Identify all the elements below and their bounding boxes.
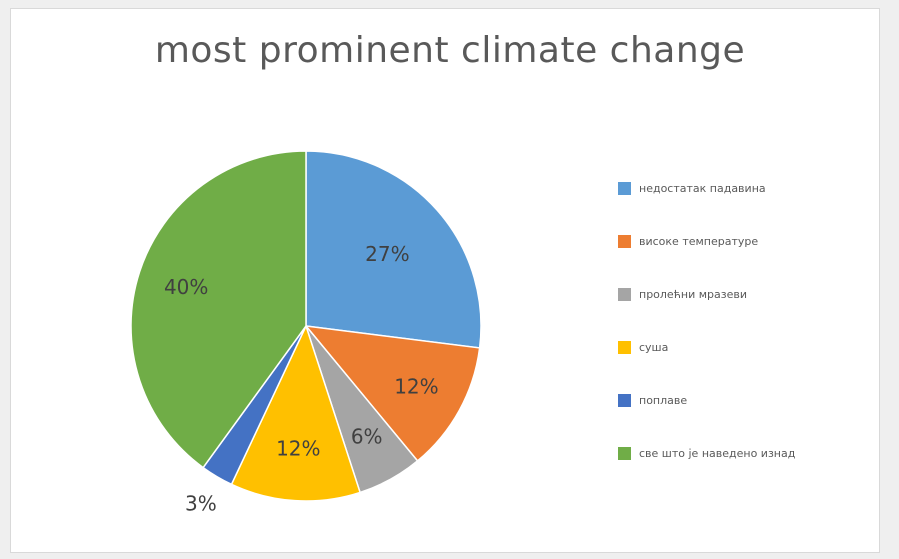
- legend-item-6: све што је наведено изнад: [618, 443, 795, 463]
- data-label-6: 40%: [164, 275, 208, 299]
- legend-item-3: пролећни мразеви: [618, 284, 747, 304]
- data-label-2: 12%: [394, 375, 438, 399]
- legend-item-4: суша: [618, 337, 668, 357]
- pie-slice-2[interactable]: [304, 325, 481, 462]
- legend-swatch: [618, 234, 631, 248]
- pie-slice-4[interactable]: [230, 323, 362, 502]
- legend-label: све што је наведено изнад: [639, 446, 796, 460]
- data-label-1: 27%: [365, 242, 409, 266]
- legend-label: пролећни мразеви: [639, 287, 747, 301]
- legend-item-5: поплаве: [618, 390, 687, 410]
- legend-swatch: [618, 393, 631, 407]
- data-label-3: 6%: [351, 424, 383, 448]
- legend-label: поплаве: [639, 393, 688, 407]
- chart-title: most prominent climate change: [154, 30, 746, 71]
- pie-slice-1[interactable]: [305, 150, 482, 349]
- pie-slice-6[interactable]: [130, 150, 307, 469]
- legend-label: недостатак падавина: [639, 181, 766, 195]
- legend-label: суша: [639, 340, 669, 354]
- legend-swatch: [618, 446, 631, 460]
- legend-item-1: недостатак падавина: [618, 178, 766, 198]
- legend-swatch: [618, 340, 631, 354]
- legend-swatch: [618, 287, 631, 301]
- data-label-4: 12%: [276, 436, 320, 460]
- data-label-5: 3%: [185, 492, 217, 516]
- legend-label: високе температуре: [639, 234, 759, 248]
- legend-item-2: високе температуре: [618, 231, 758, 251]
- legend-swatch: [618, 181, 631, 195]
